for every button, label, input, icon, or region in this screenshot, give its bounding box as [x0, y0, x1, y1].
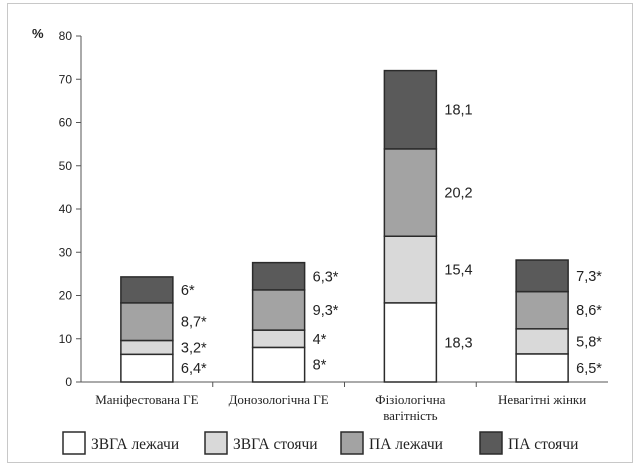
- data-label: 6,5*: [576, 361, 602, 377]
- bar-segment: [383, 148, 438, 237]
- y-tick-label: 60: [59, 116, 73, 130]
- data-label: 5,8*: [576, 334, 602, 350]
- data-label: 6*: [181, 283, 195, 299]
- chart-frame: % 0 10 20 30 40 50 60 70 80 6,4* 3,2* 8,7* 6* Маніфе…: [7, 3, 633, 463]
- bar-segment: [251, 329, 306, 349]
- data-label: 8,6*: [576, 303, 602, 319]
- y-tick-label: 0: [65, 375, 72, 389]
- data-label: 8,7*: [181, 315, 207, 331]
- data-label: 9,3*: [313, 303, 339, 319]
- legend-swatch: [340, 431, 364, 455]
- data-label: 20,2: [444, 186, 472, 202]
- data-label: 6,4*: [181, 361, 207, 377]
- data-label: 15,4: [444, 263, 472, 279]
- bar-segment: [120, 339, 174, 356]
- data-label: 3,2*: [181, 340, 207, 356]
- legend-label: ПА стоячи: [508, 436, 578, 453]
- legend-swatch: [204, 431, 228, 455]
- x-category-label: вагітність: [383, 408, 437, 423]
- bar-segment: [120, 302, 174, 342]
- x-category-label: Донозологічна ГЕ: [229, 392, 329, 407]
- x-category-label: Маніфестована ГЕ: [95, 392, 198, 407]
- data-label: 4*: [313, 332, 327, 348]
- bar-segment: [515, 353, 569, 383]
- bar-segment: [383, 69, 438, 150]
- y-tick-label: 70: [59, 72, 73, 86]
- bar-segment: [120, 276, 174, 304]
- bars: 6,4* 3,2* 8,7* 6* Маніфестована ГЕ 8* 4* 9,3* 6,…: [95, 69, 602, 423]
- data-label: 18,3: [444, 335, 472, 351]
- legend-swatch: [479, 431, 503, 455]
- y-tick-label: 80: [59, 29, 73, 43]
- legend-label: ЗВГА стоячи: [233, 436, 318, 453]
- bar-segment: [515, 290, 569, 330]
- data-label: 7,3*: [576, 269, 602, 285]
- y-tick-label: 40: [59, 202, 73, 216]
- legend-swatch: [62, 431, 86, 455]
- y-tick-label: 30: [59, 245, 73, 259]
- y-tick-label: 50: [59, 159, 73, 173]
- x-category-label: Невагітні жінки: [498, 392, 586, 407]
- bar-segment: [120, 353, 174, 383]
- y-tick-label: 10: [59, 332, 73, 346]
- stacked-bar-chart: % 0 10 20 30 40 50 60 70 80 6,4* 3,2* 8,7* 6* Маніфе…: [32, 26, 608, 455]
- bar-segment: [251, 289, 306, 331]
- x-category-label: Фізіологічна: [375, 392, 445, 407]
- legend-label: ПА лежачи: [369, 436, 443, 453]
- legend: ЗВГА лежачи ЗВГА стоячи ПА лежачи ПА стоячи: [62, 431, 578, 455]
- axes: 0 10 20 30 40 50 60 70 80: [59, 29, 608, 389]
- data-label: 6,3*: [313, 269, 339, 285]
- y-axis-unit: %: [32, 26, 44, 41]
- legend-label: ЗВГА лежачи: [91, 436, 179, 453]
- y-tick-label: 20: [59, 289, 73, 303]
- data-label: 18,1: [444, 103, 472, 119]
- bar-segment: [515, 259, 569, 293]
- bar-segment: [383, 302, 438, 383]
- bar-segment: [251, 261, 306, 291]
- data-label: 8*: [313, 358, 327, 374]
- bar-segment: [515, 328, 569, 355]
- bar-segment: [251, 346, 306, 383]
- bar-segment: [383, 235, 438, 304]
